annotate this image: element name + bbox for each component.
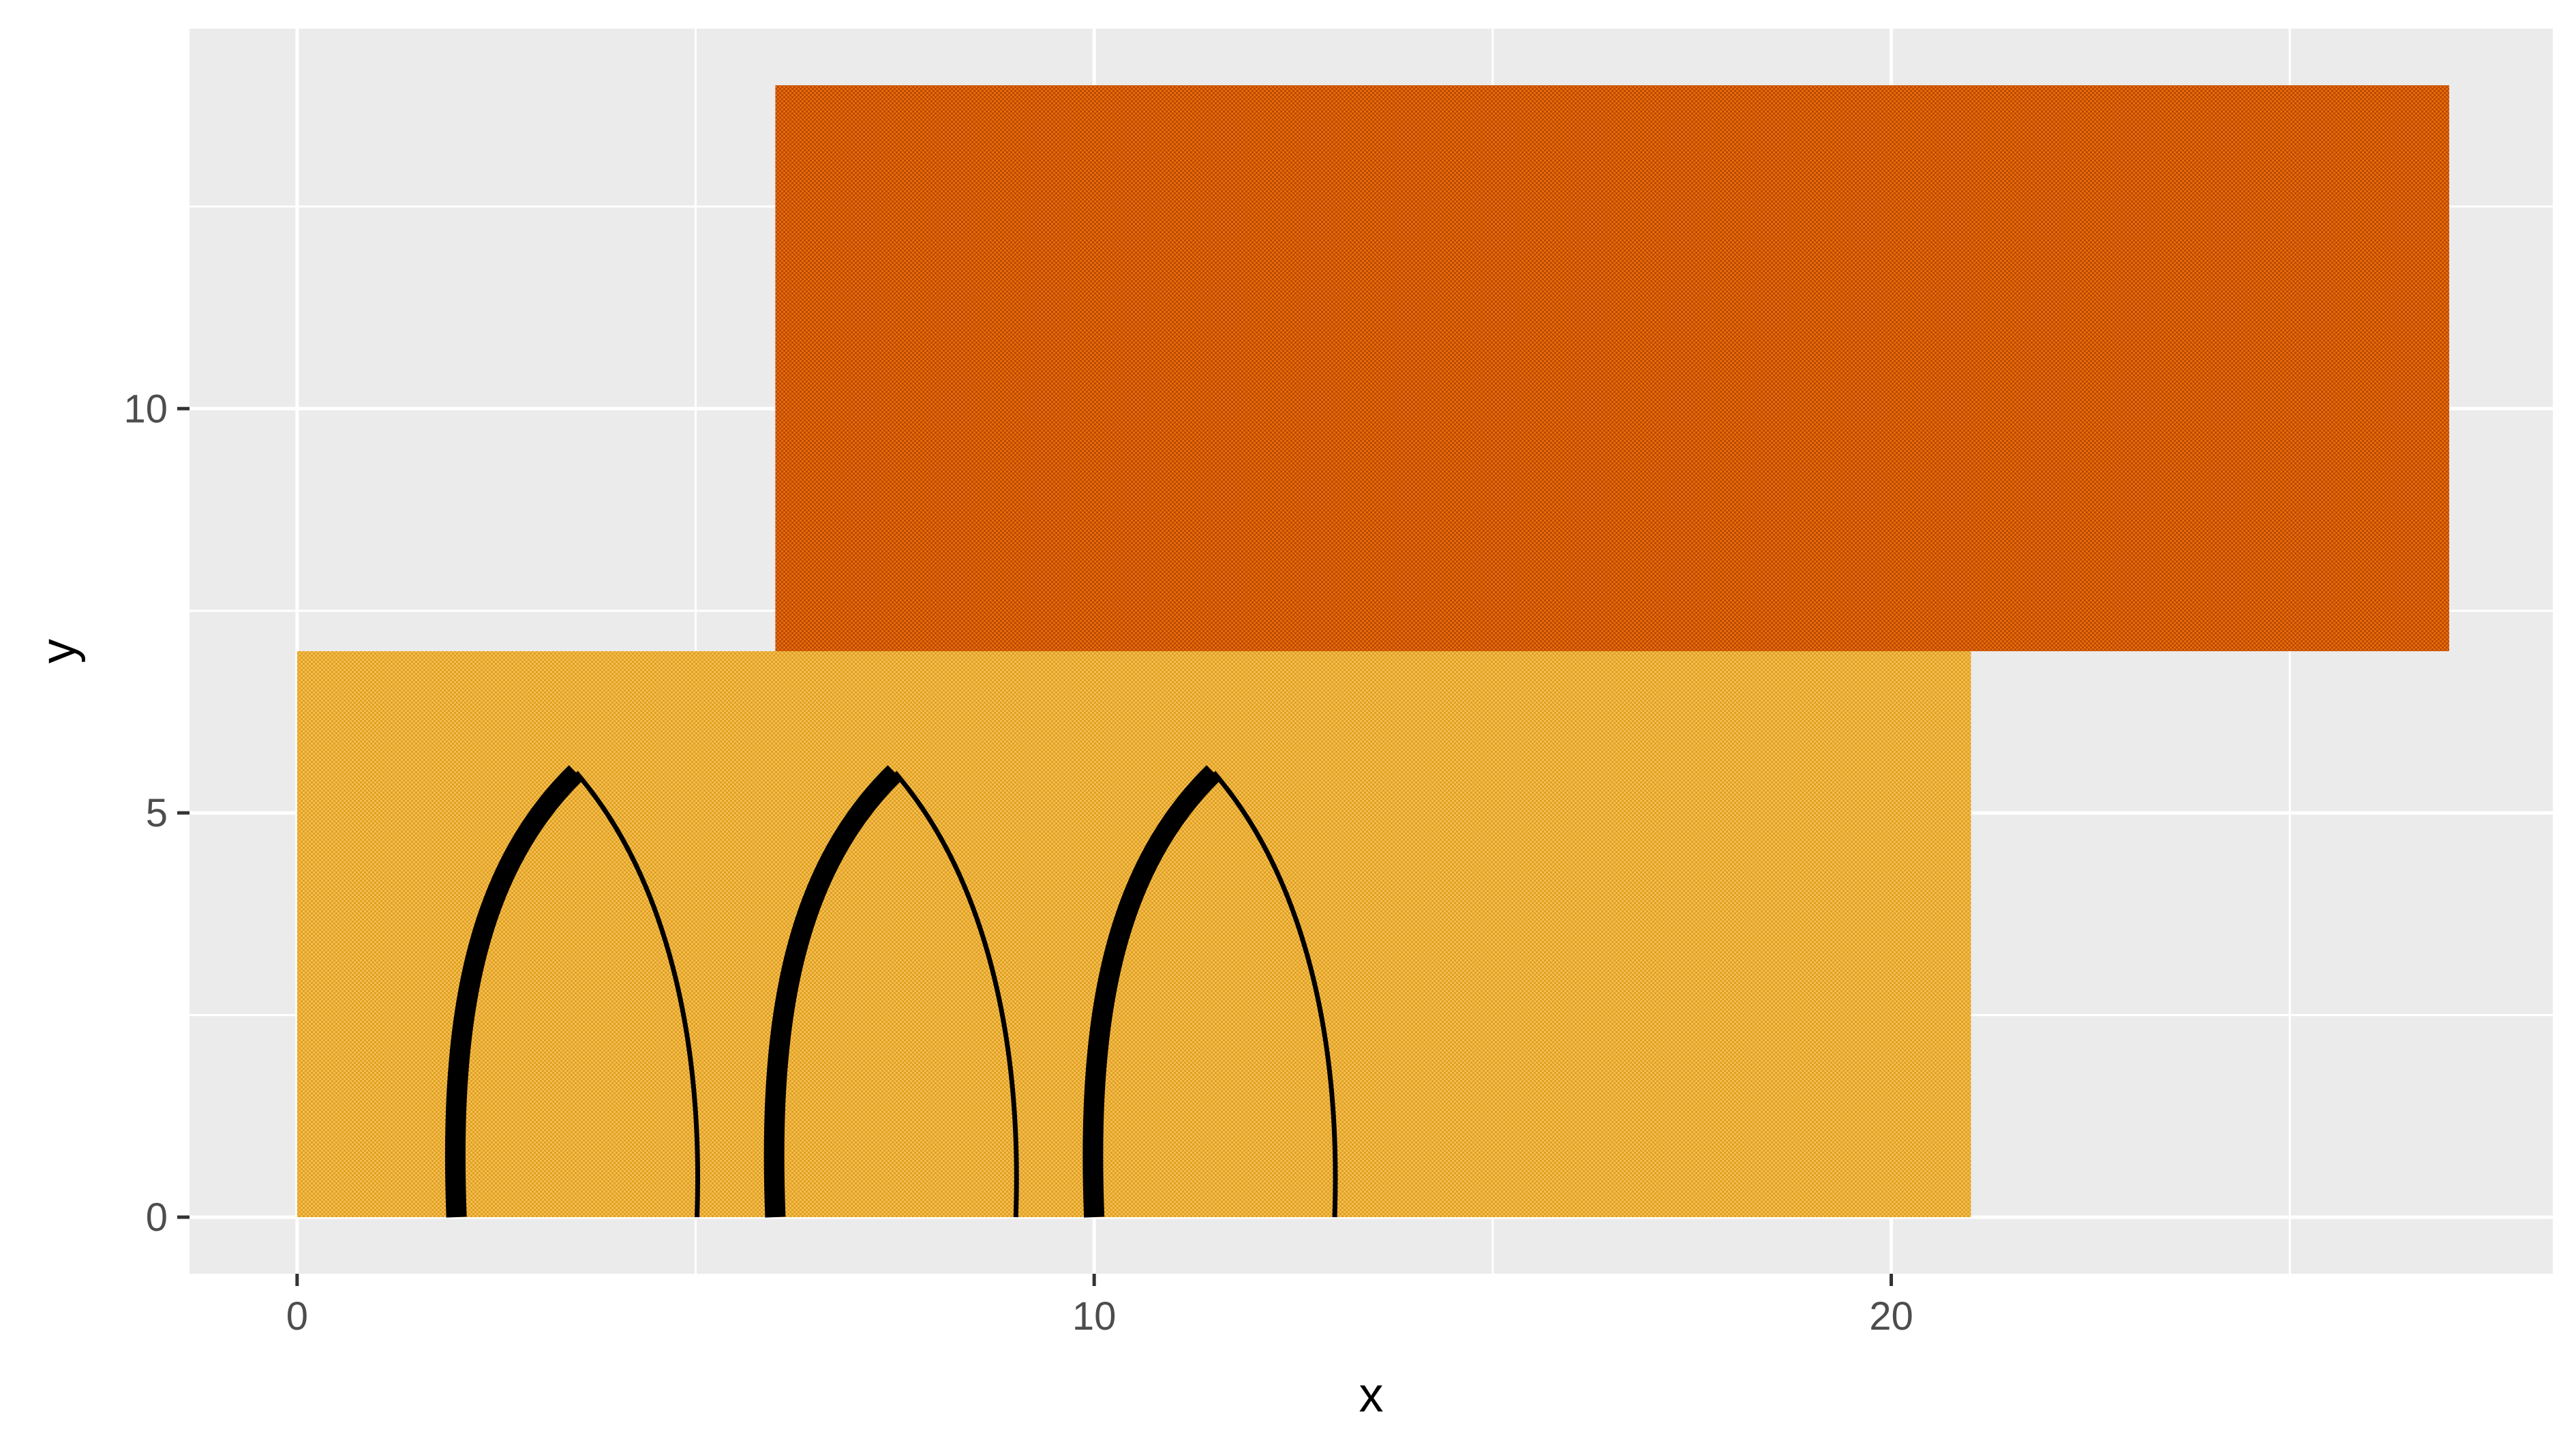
x-tick-label: 10: [1072, 1294, 1117, 1339]
x-axis: 0 10 20: [286, 1274, 1913, 1339]
curve-2-thin: [1211, 771, 1338, 1218]
rect-1: [775, 85, 2449, 651]
y-tick-label: 10: [123, 387, 168, 431]
y-axis-title: y: [31, 639, 86, 663]
x-axis-title: x: [1359, 1368, 1384, 1422]
x-tick-label: 0: [286, 1294, 308, 1339]
curve-0-thin: [574, 771, 701, 1218]
y-tick-label: 5: [146, 791, 168, 835]
rect-layer: [297, 85, 2449, 1217]
y-axis: 0 5 10: [123, 387, 190, 1240]
curve-layer: [444, 765, 1338, 1218]
y-tick-label: 0: [146, 1195, 168, 1240]
curve-1-thick: [763, 765, 903, 1218]
rect-0: [297, 651, 1971, 1217]
curve-2-thick: [1082, 765, 1222, 1218]
curve-1-thin: [893, 771, 1019, 1218]
curve-0-thick: [444, 765, 584, 1218]
x-tick-label: 20: [1869, 1294, 1913, 1339]
